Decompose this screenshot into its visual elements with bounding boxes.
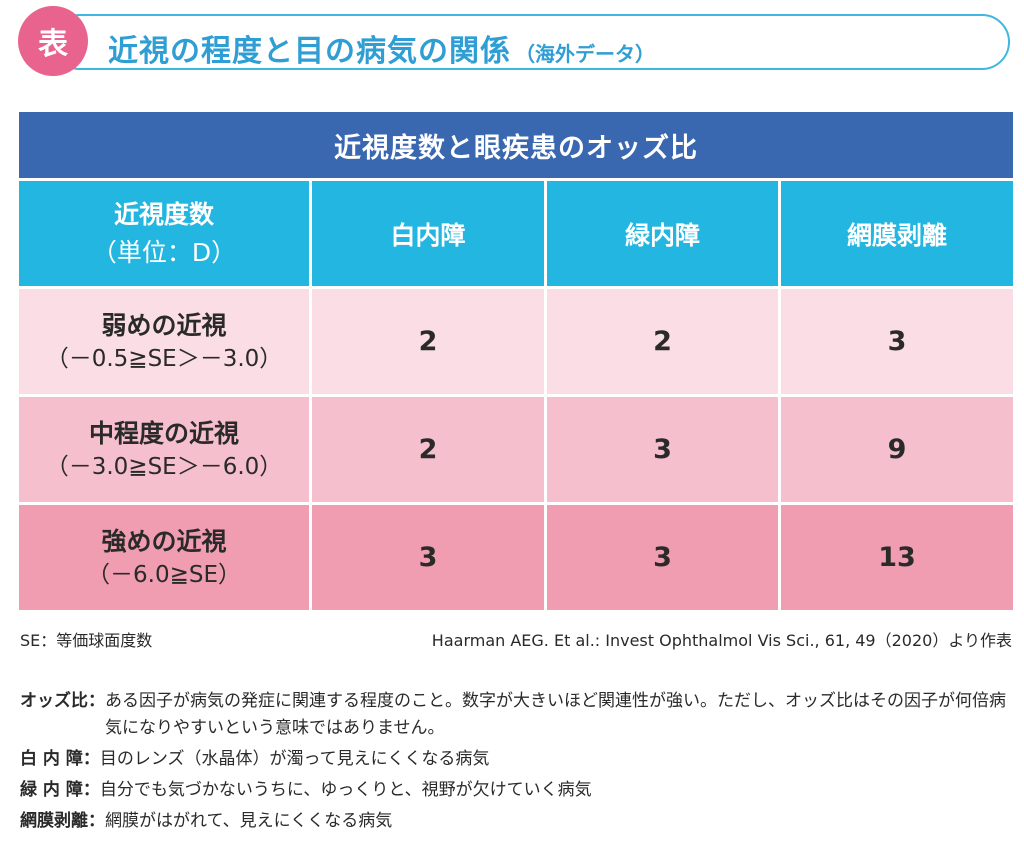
table-badge: 表	[18, 6, 88, 76]
definition-term: 白 内 障：	[20, 749, 100, 769]
page-title: 近視の程度と目の病気の関係 （海外データ）	[108, 26, 655, 70]
cell-cataract: 2	[309, 286, 544, 394]
definition-item: 白 内 障： 目のレンズ（水晶体）が濁って見えにくくなる病気	[20, 746, 1020, 773]
cell-retinal-detachment: 13	[778, 502, 1013, 610]
definition-desc: 自分でも気づかないうちに、ゆっくりと、視野が欠けていく病気	[99, 780, 592, 800]
header-first-main: 近視度数	[113, 200, 214, 229]
header-myopia-degree: 近視度数 （単位：D）	[19, 178, 309, 286]
cell-glaucoma: 3	[544, 502, 778, 610]
definition-term: 網膜剥離：	[20, 811, 105, 831]
row-range: （－0.5≧SE＞－3.0）	[45, 345, 283, 372]
definition-desc: 網膜がはがれて、見えにくくなる病気	[105, 811, 393, 831]
definition-desc: 目のレンズ（水晶体）が濁って見えにくくなる病気	[99, 749, 490, 769]
table-row: 強めの近視 （－6.0≧SE） 3 3 13	[19, 502, 1013, 610]
cell-cataract: 2	[309, 394, 544, 502]
row-name: 弱めの近視	[101, 310, 227, 340]
row-name: 強めの近視	[101, 526, 227, 556]
header-first-sub: （単位：D）	[91, 237, 237, 267]
row-label: 弱めの近視 （－0.5≧SE＞－3.0）	[19, 286, 309, 394]
definition-item: 緑 内 障： 自分でも気づかないうちに、ゆっくりと、視野が欠けていく病気	[20, 777, 1020, 804]
row-name: 中程度の近視	[88, 418, 239, 448]
row-label: 強めの近視 （－6.0≧SE）	[19, 502, 309, 610]
row-range: （－3.0≧SE＞－6.0）	[45, 453, 283, 480]
cell-glaucoma: 3	[544, 394, 778, 502]
title-main: 近視の程度と目の病気の関係	[108, 34, 511, 69]
table-row: 中程度の近視 （－3.0≧SE＞－6.0） 2 3 9	[19, 394, 1013, 502]
cell-glaucoma: 2	[544, 286, 778, 394]
definition-term: オッズ比：	[20, 691, 105, 711]
header-cataract: 白内障	[309, 178, 544, 286]
row-range: （－6.0≧SE）	[87, 561, 241, 588]
table-caption: 近視度数と眼疾患のオッズ比	[19, 112, 1013, 178]
definition-desc: ある因子が病気の発症に関連する程度のこと。数字が大きいほど関連性が強い。ただし、…	[105, 691, 1006, 738]
odds-ratio-table: 近視度数と眼疾患のオッズ比 近視度数 （単位：D） 白内障 緑内障 網膜剥離 弱…	[19, 112, 1013, 610]
header-glaucoma: 緑内障	[544, 178, 778, 286]
definition-item: 網膜剥離： 網膜がはがれて、見えにくくなる病気	[20, 808, 1020, 835]
header-retinal-detachment: 網膜剥離	[778, 178, 1013, 286]
cell-retinal-detachment: 3	[778, 286, 1013, 394]
definition-term: 緑 内 障：	[20, 780, 100, 800]
se-note: SE：等価球面度数	[20, 631, 153, 650]
definitions-list: オッズ比： ある因子が病気の発症に関連する程度のこと。数字が大きいほど関連性が強…	[20, 688, 1020, 839]
row-label: 中程度の近視 （－3.0≧SE＞－6.0）	[19, 394, 309, 502]
source-citation: Haarman AEG. Et al.: Invest Ophthalmol V…	[431, 631, 1012, 650]
cell-cataract: 3	[309, 502, 544, 610]
table-row: 弱めの近視 （－0.5≧SE＞－3.0） 2 2 3	[19, 286, 1013, 394]
definition-item: オッズ比： ある因子が病気の発症に関連する程度のこと。数字が大きいほど関連性が強…	[20, 688, 1020, 742]
cell-retinal-detachment: 9	[778, 394, 1013, 502]
title-sub: （海外データ）	[515, 42, 655, 66]
